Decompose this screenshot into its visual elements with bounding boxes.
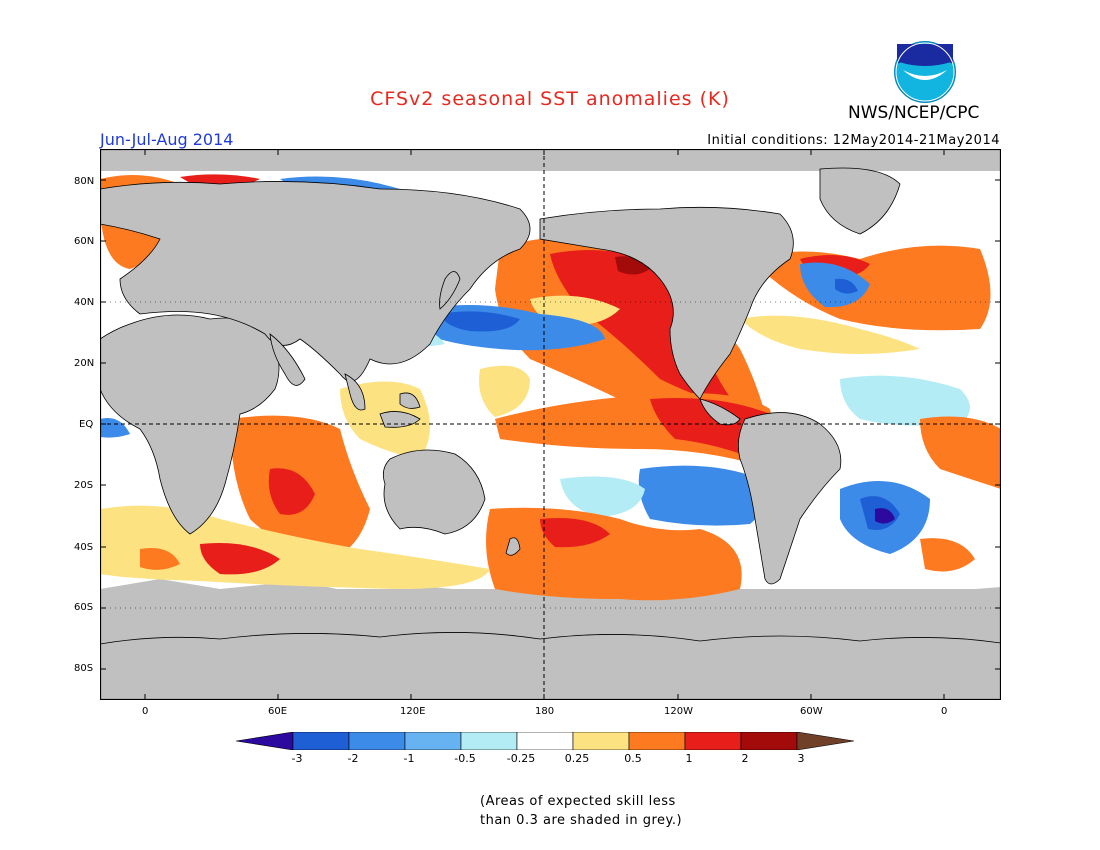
colorbar-tick-neg025: -0.25 xyxy=(506,752,536,765)
initial-conditions-label: Initial conditions: 12May2014-21May2014 xyxy=(707,133,1000,148)
lat-label-40s: 40S xyxy=(74,542,94,553)
colorbar-tick-3: 3 xyxy=(797,752,805,765)
lat-label-eq: EQ xyxy=(79,419,94,430)
lat-label-20n: 20N xyxy=(74,358,95,369)
south-america-landmass xyxy=(737,412,842,585)
season-label: Jun-Jul-Aug 2014 xyxy=(100,130,234,149)
colorbar-segment xyxy=(516,732,574,750)
lon-label-120w: 120W xyxy=(664,706,693,717)
colorbar-segment xyxy=(684,732,742,750)
lon-label-60w: 60W xyxy=(800,706,823,717)
lat-label-80n: 80N xyxy=(74,176,95,187)
colorbar-segment xyxy=(348,732,406,750)
lat-label-80s: 80S xyxy=(74,663,94,674)
colorbar-segment xyxy=(460,732,518,750)
lon-label-60e: 60E xyxy=(268,706,288,717)
lon-label-120e: 120E xyxy=(400,706,426,717)
antarctica-landmass xyxy=(100,632,1001,700)
colorbar-segment xyxy=(292,732,350,750)
lat-label-60n: 60N xyxy=(74,236,95,247)
skill-note-line-1: (Areas of expected skill less xyxy=(480,794,676,809)
colorbar-tick-1: 1 xyxy=(685,752,693,765)
colorbar-segment xyxy=(628,732,686,750)
skill-note: (Areas of expected skill less than 0.3 a… xyxy=(480,792,682,830)
lat-label-20s: 20S xyxy=(74,480,94,491)
colorbar-tick-025: 0.25 xyxy=(564,752,590,765)
lon-label-0-west: 0 xyxy=(142,706,149,717)
colorbar-segment xyxy=(740,732,798,750)
colorbar-tick-neg05: -0.5 xyxy=(454,752,476,765)
agency-label: NWS/NCEP/CPC xyxy=(848,103,980,123)
colorbar-arrow-high xyxy=(796,732,855,750)
sst-anomaly-map xyxy=(100,149,1001,700)
eurasia-landmass xyxy=(100,181,531,382)
north-america-landmass xyxy=(539,206,794,400)
colorbar-arrow-low xyxy=(236,732,294,750)
colorbar-tick-neg3: -3 xyxy=(291,752,303,765)
colorbar-segment xyxy=(572,732,630,750)
colorbar-tick-neg2: -2 xyxy=(347,752,359,765)
lat-label-40n: 40N xyxy=(74,297,95,308)
skill-note-line-2: than 0.3 are shaded in grey.) xyxy=(480,813,683,828)
colorbar-segment xyxy=(404,732,462,750)
colorbar-tick-05: 0.5 xyxy=(624,752,642,765)
lon-label-180: 180 xyxy=(535,706,555,717)
sst-colorbar xyxy=(236,732,855,750)
lat-label-60s: 60S xyxy=(74,602,94,613)
noaa-logo xyxy=(894,41,956,103)
colorbar-tick-2: 2 xyxy=(741,752,749,765)
colorbar-tick-neg1: -1 xyxy=(403,752,415,765)
lon-label-0-east: 0 xyxy=(941,706,948,717)
australia-landmass xyxy=(382,449,486,535)
map-title: CFSv2 seasonal SST anomalies (K) xyxy=(370,88,730,110)
